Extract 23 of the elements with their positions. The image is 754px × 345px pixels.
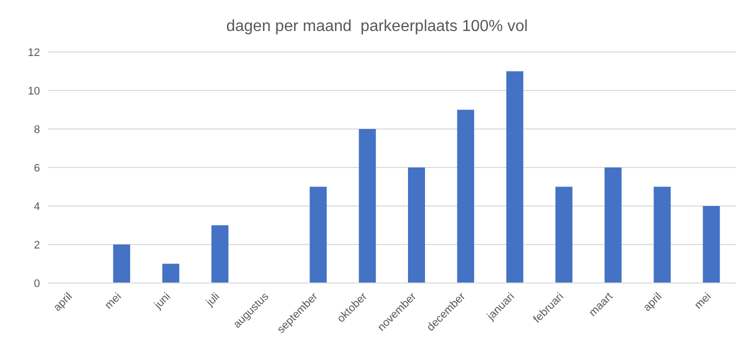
y-tick-label: 6 xyxy=(34,162,40,174)
bar xyxy=(506,71,524,283)
y-tick-label: 10 xyxy=(28,85,40,98)
bar xyxy=(555,186,572,283)
y-tick-label: 0 xyxy=(34,278,40,290)
bar xyxy=(702,206,720,283)
chart-title: dagen per maand parkeerplaats 100% vol xyxy=(225,17,529,37)
bar xyxy=(604,168,622,283)
bar xyxy=(113,244,130,283)
bar xyxy=(457,110,474,283)
bar xyxy=(211,225,228,283)
bar xyxy=(162,264,180,283)
x-tick-label: mei xyxy=(102,290,124,312)
bar xyxy=(408,168,425,283)
y-tick-label: 4 xyxy=(34,200,40,213)
bar xyxy=(654,186,671,283)
y-tick-label: 8 xyxy=(34,124,40,136)
x-tick-label: mei xyxy=(692,290,714,312)
x-tick-label: juli xyxy=(203,290,222,310)
bar xyxy=(358,129,376,283)
bar xyxy=(310,186,327,283)
y-tick-label: 12 xyxy=(28,46,40,59)
y-tick-label: 2 xyxy=(34,239,40,252)
